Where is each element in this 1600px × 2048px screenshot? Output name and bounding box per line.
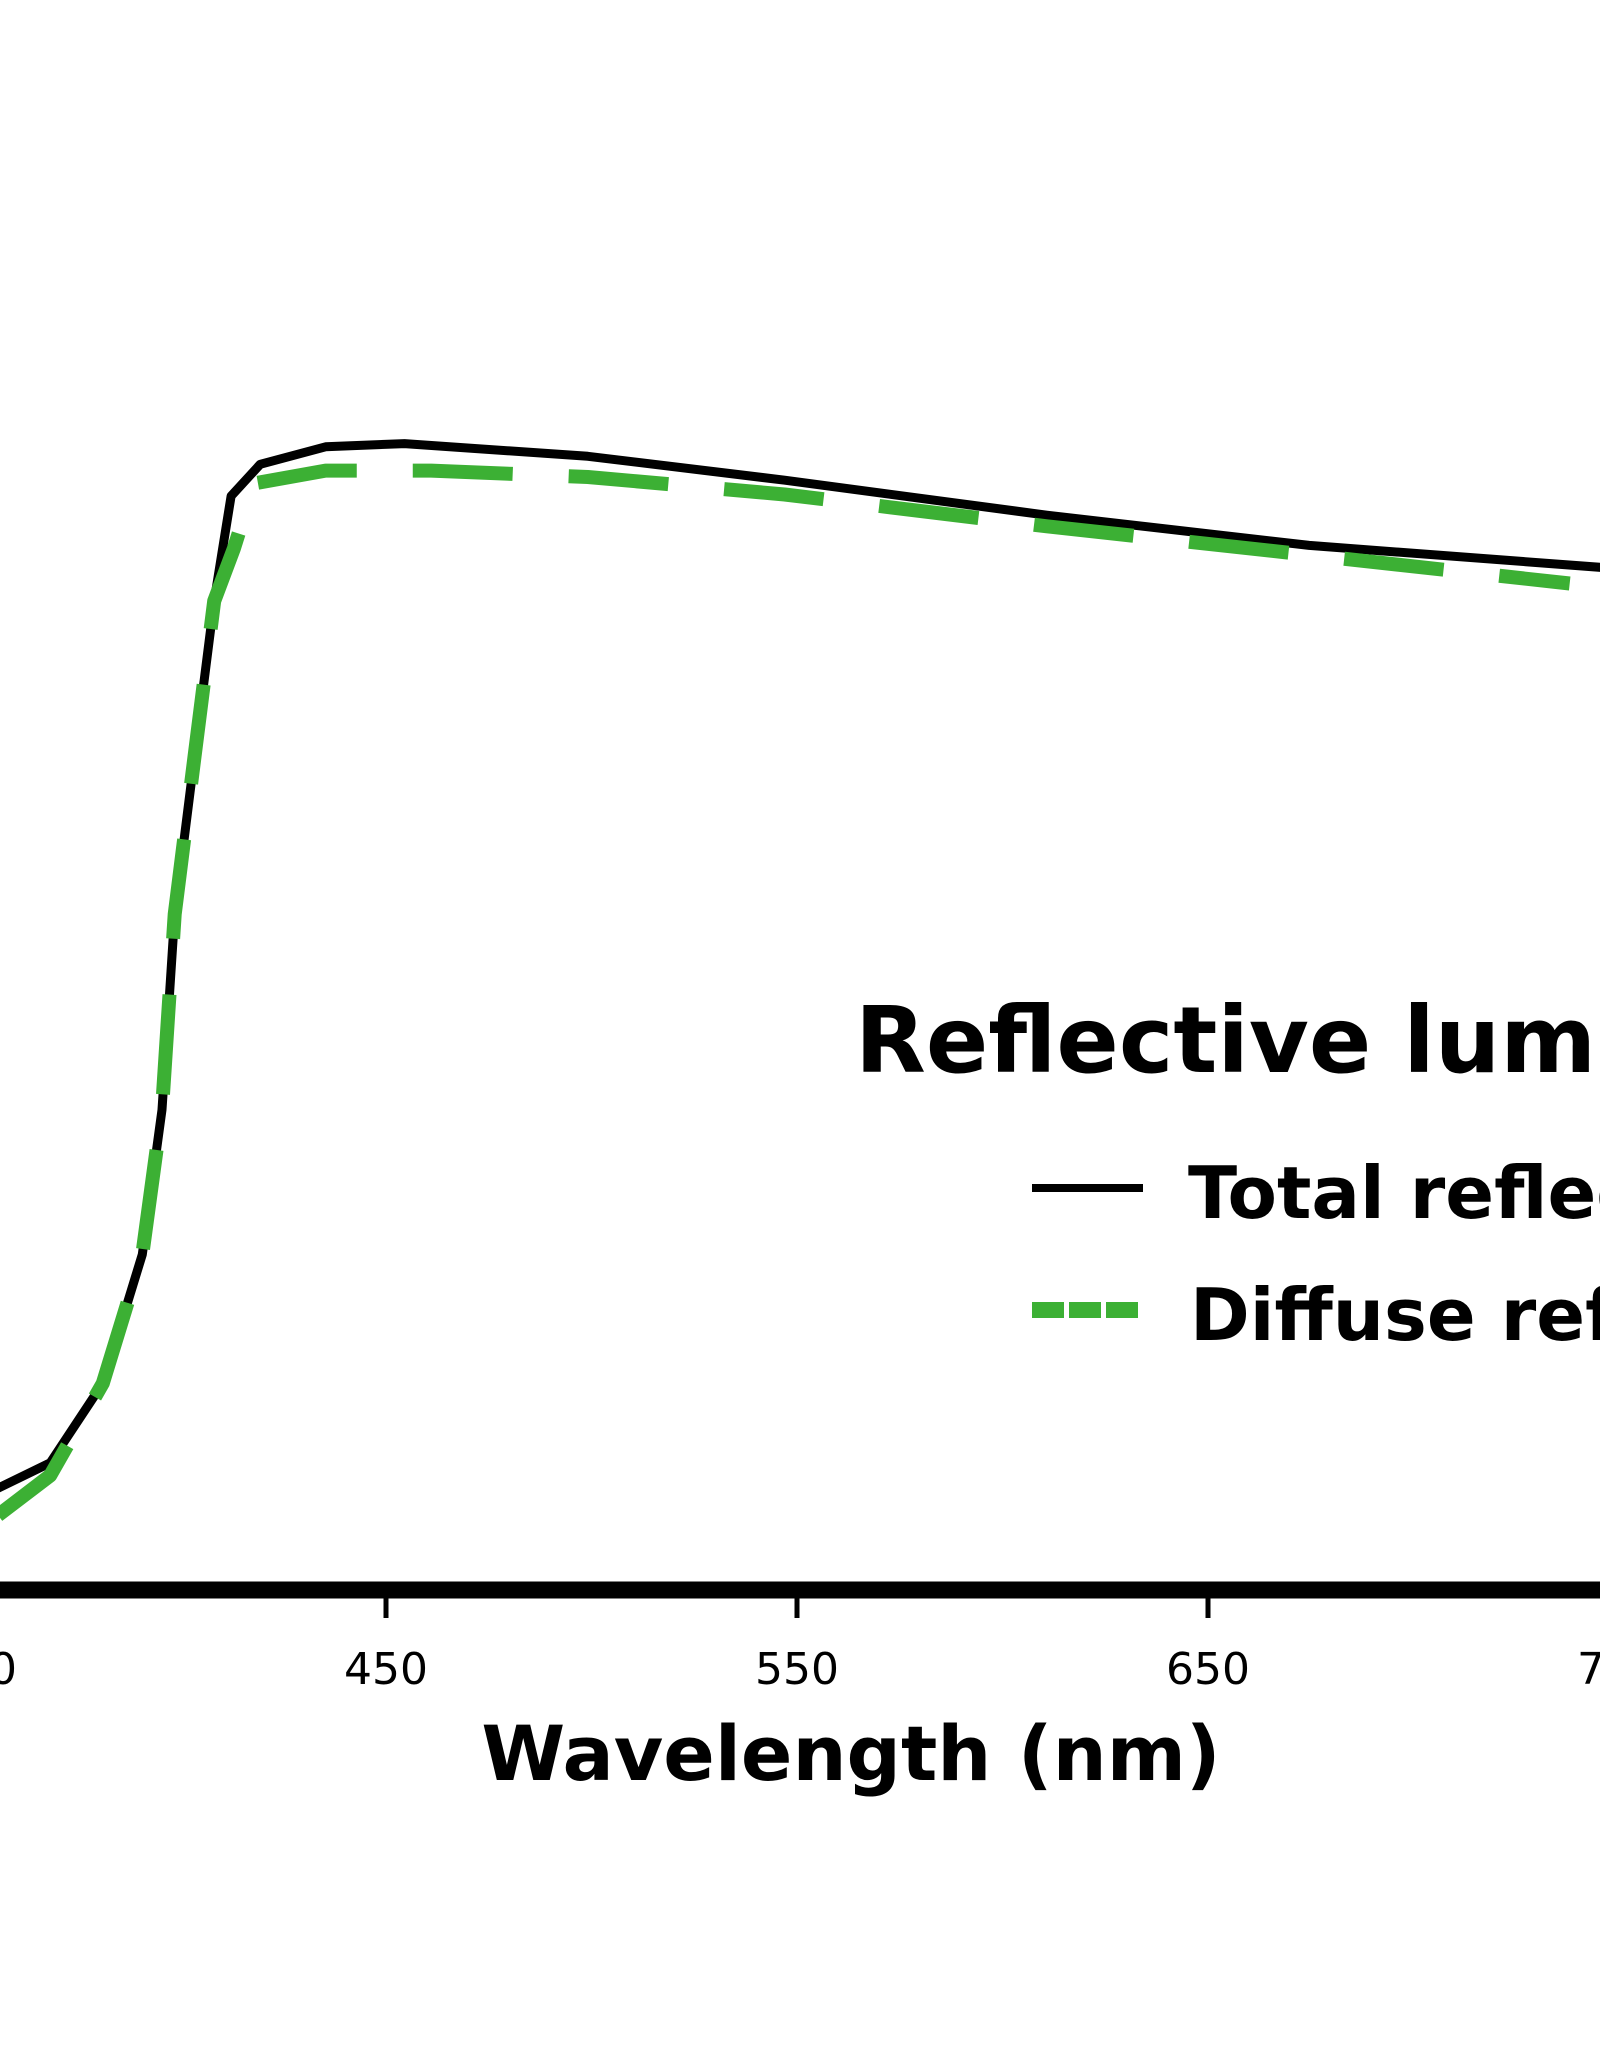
series-line-1 bbox=[0, 463, 1571, 1521]
x-tick-label: 350 bbox=[0, 1644, 17, 1695]
legend-entry-total: Total reflect bbox=[1188, 1151, 1600, 1235]
x-axis-label: Wavelength (nm) bbox=[481, 1709, 1220, 1798]
legend-title: Reflective lumin bbox=[855, 987, 1600, 1094]
x-ticks: 350 450 550 650 750 bbox=[0, 1590, 1600, 1695]
x-tick-label: 750 bbox=[1577, 1644, 1600, 1695]
legend: Reflective lumin Total reflect Diffuse r… bbox=[855, 987, 1600, 1357]
x-tick-label: 550 bbox=[755, 1644, 839, 1695]
x-tick-label: 650 bbox=[1166, 1644, 1250, 1695]
legend-entry-diffuse: Diffuse refle bbox=[1190, 1273, 1600, 1357]
x-tick-label: 450 bbox=[344, 1644, 428, 1695]
series-line-0 bbox=[0, 439, 1600, 1493]
series-layer bbox=[0, 439, 1600, 1521]
